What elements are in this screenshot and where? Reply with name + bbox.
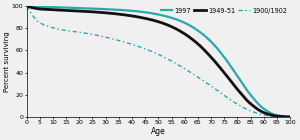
1900/1902 bbox=[152, 51, 155, 53]
1997 bbox=[150, 12, 154, 14]
1997 bbox=[288, 116, 292, 118]
1997 bbox=[241, 83, 244, 84]
1949-51 bbox=[241, 94, 244, 96]
1900/1902 bbox=[25, 5, 28, 7]
Line: 1900/1902: 1900/1902 bbox=[27, 6, 290, 117]
1949-51 bbox=[150, 19, 154, 21]
1900/1902 bbox=[167, 59, 171, 61]
1949-51 bbox=[282, 116, 286, 117]
1949-51 bbox=[288, 116, 292, 118]
1997 bbox=[152, 13, 155, 14]
1997 bbox=[25, 5, 28, 7]
1900/1902 bbox=[288, 116, 292, 118]
1900/1902 bbox=[241, 106, 244, 108]
1900/1902 bbox=[182, 67, 185, 69]
1949-51 bbox=[25, 5, 28, 7]
1997 bbox=[282, 116, 286, 117]
Y-axis label: Percent surviving: Percent surviving bbox=[4, 31, 10, 92]
1997 bbox=[182, 21, 185, 23]
1900/1902 bbox=[282, 116, 286, 118]
1997 bbox=[167, 16, 171, 18]
1949-51 bbox=[182, 32, 185, 34]
Line: 1997: 1997 bbox=[27, 6, 290, 117]
1900/1902 bbox=[150, 51, 154, 52]
X-axis label: Age: Age bbox=[151, 127, 166, 136]
Legend: 1997, 1949-51, 1900/1902: 1997, 1949-51, 1900/1902 bbox=[158, 5, 290, 16]
1949-51 bbox=[167, 25, 171, 26]
1949-51 bbox=[152, 19, 155, 21]
Line: 1949-51: 1949-51 bbox=[27, 6, 290, 117]
